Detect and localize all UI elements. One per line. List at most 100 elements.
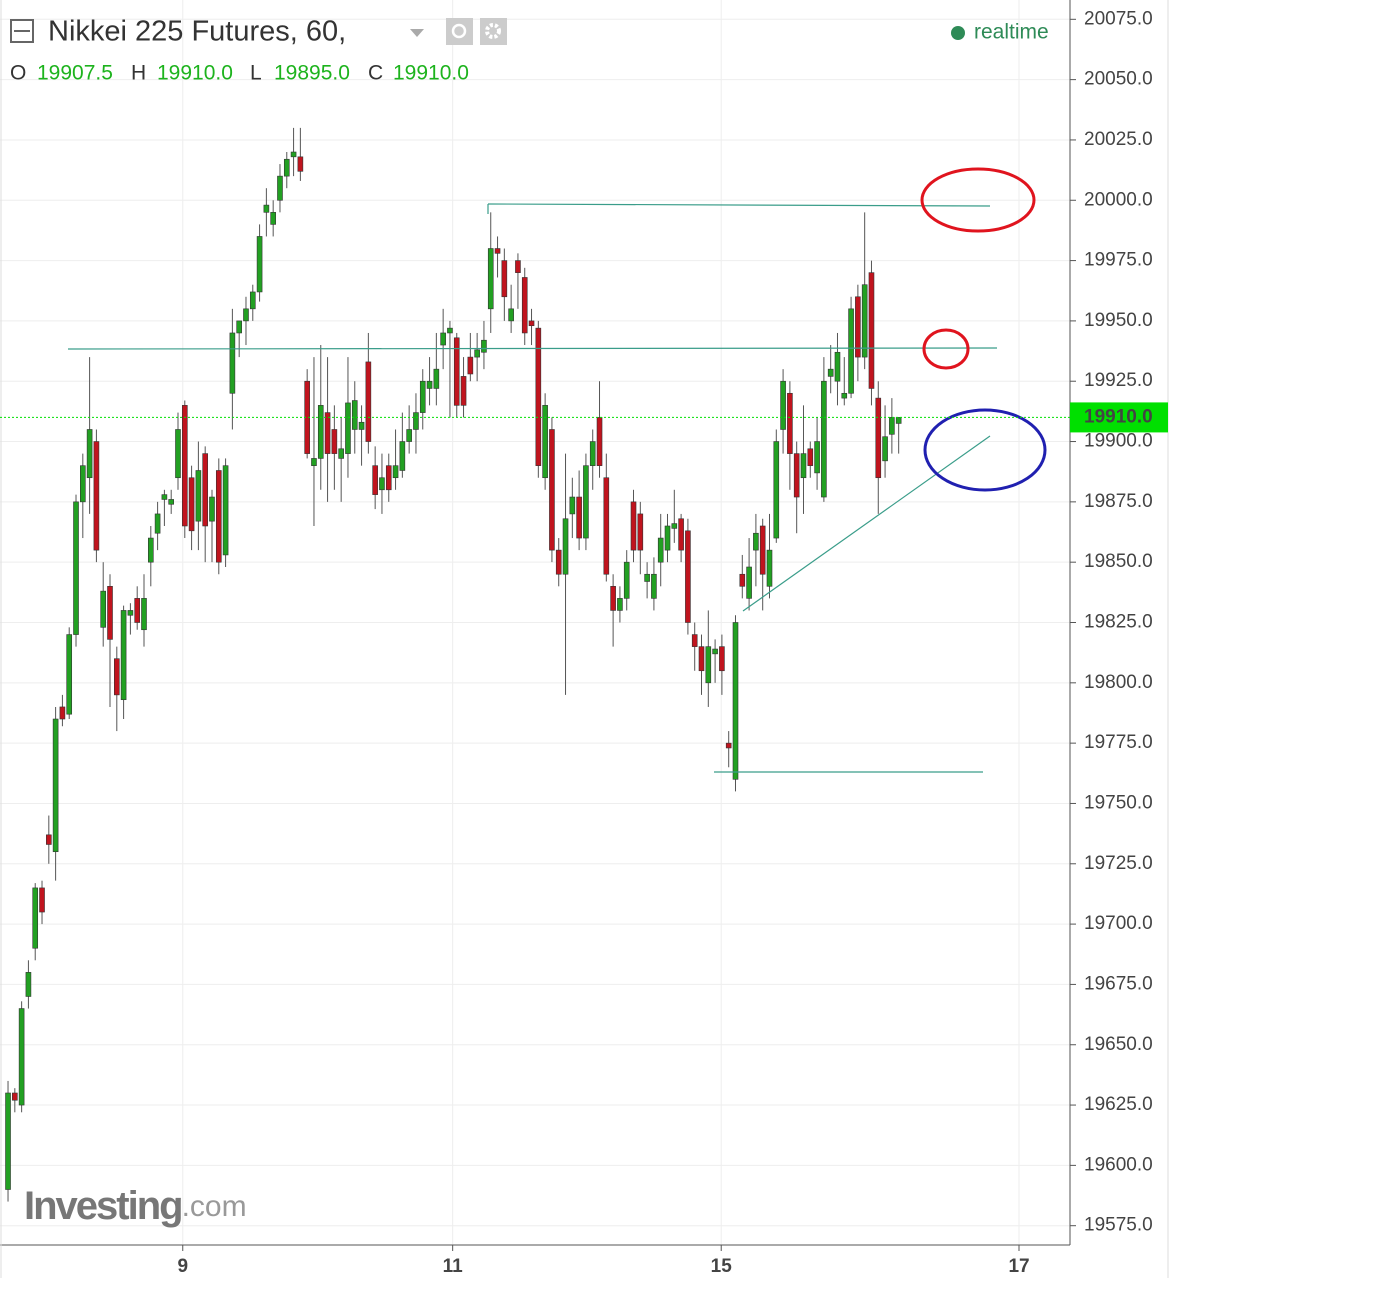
candle-body (73, 501, 79, 635)
candle-body (589, 441, 596, 466)
candle-body (80, 465, 86, 503)
candle-body (535, 327, 542, 466)
settings-icon (485, 23, 501, 39)
ohlc-value: 19895.0 (274, 62, 350, 85)
candle-body (691, 634, 698, 647)
candle-body (406, 429, 412, 442)
candle-body (698, 646, 705, 672)
candle-body (780, 380, 786, 430)
candle-body (583, 465, 589, 539)
candles (5, 127, 902, 1202)
last-price-box (1070, 402, 1168, 433)
candle-body (759, 525, 766, 575)
candle-body (127, 610, 134, 616)
candle-body (508, 308, 514, 322)
candle-body (181, 405, 188, 527)
ohlc-key: L (250, 62, 262, 85)
y-tick-label: 19975.0 (1084, 250, 1153, 271)
y-tick-label: 19650.0 (1084, 1034, 1153, 1055)
candle-body (32, 887, 39, 949)
candle-body (39, 887, 45, 913)
candle-body (324, 412, 331, 454)
candle-body (86, 429, 93, 479)
ohlc-key: C (368, 62, 383, 85)
y-tick-label: 19875.0 (1084, 491, 1153, 512)
candle-body (848, 308, 854, 394)
candle-body (385, 465, 392, 491)
candle-body (569, 496, 576, 515)
candle-body (712, 648, 718, 655)
candle-body (188, 477, 195, 532)
candle-body (52, 718, 59, 853)
ohlc-key: O (10, 62, 26, 85)
ohlc-value: 19907.5 (37, 62, 113, 85)
candle-body (12, 1092, 18, 1101)
candle-body (814, 441, 820, 474)
candle-body (467, 356, 474, 375)
resistance-line (67, 347, 998, 350)
y-tick-label: 19600.0 (1084, 1154, 1153, 1175)
candle-body (732, 622, 739, 780)
candle-body (651, 573, 657, 599)
candle-body (746, 566, 752, 599)
candle-body (311, 458, 317, 466)
candle-body (413, 412, 419, 430)
candle-body (18, 1008, 25, 1106)
candle-body (841, 392, 848, 399)
y-tick-label: 19750.0 (1084, 792, 1153, 813)
candle-body (766, 549, 773, 587)
candle-body (596, 417, 603, 466)
dropdown-icon[interactable] (410, 29, 424, 37)
visibility-icon[interactable] (446, 18, 473, 45)
candle-body (637, 513, 644, 551)
candle-body (283, 158, 290, 177)
candle-body (753, 532, 759, 551)
watermark: Investing.com (24, 1184, 247, 1228)
candle-body (555, 549, 562, 575)
candle-body (678, 518, 684, 551)
candle-body (623, 561, 630, 599)
candle-body (419, 380, 426, 413)
candle-body (46, 834, 52, 845)
y-tick-label: 19850.0 (1084, 551, 1153, 572)
candle-body (834, 351, 841, 382)
candle-body (134, 598, 141, 623)
candle-body (447, 327, 453, 334)
resistance-line (487, 203, 991, 207)
candle-body (440, 332, 446, 346)
candle-body (685, 530, 691, 623)
x-tick-label: 9 (177, 1256, 188, 1277)
candle-body (175, 429, 181, 479)
candle-body (5, 1092, 11, 1190)
candle-body (705, 646, 712, 684)
candle-body (528, 320, 535, 327)
candle-body (501, 260, 508, 298)
candle-body (93, 441, 100, 551)
candle-body (229, 332, 236, 394)
candle-body (351, 400, 358, 430)
highlight-circle (922, 328, 970, 370)
settings-icon[interactable] (480, 18, 507, 45)
candle-body (657, 537, 664, 563)
candle-body (821, 380, 827, 498)
y-tick-label: 20075.0 (1084, 8, 1153, 29)
candle-body (168, 499, 174, 505)
candle-body (603, 477, 610, 575)
candle-body (515, 260, 521, 273)
candle-body (317, 405, 324, 459)
candle-body (338, 448, 344, 459)
x-tick-label: 17 (1008, 1256, 1029, 1277)
candle-body (59, 706, 66, 720)
y-tick-label: 19800.0 (1084, 672, 1153, 693)
ohlc-value: 19910.0 (393, 62, 469, 85)
candle-body (787, 392, 793, 454)
candle-body (141, 598, 147, 631)
candle-body (66, 634, 73, 715)
candle-body (481, 339, 487, 353)
trend-line (742, 435, 991, 612)
x-tick-label: 15 (711, 1256, 733, 1277)
candle-body (161, 494, 168, 500)
highlight-circle (920, 167, 1036, 233)
candle-body (474, 349, 480, 358)
candle-body (215, 470, 222, 563)
